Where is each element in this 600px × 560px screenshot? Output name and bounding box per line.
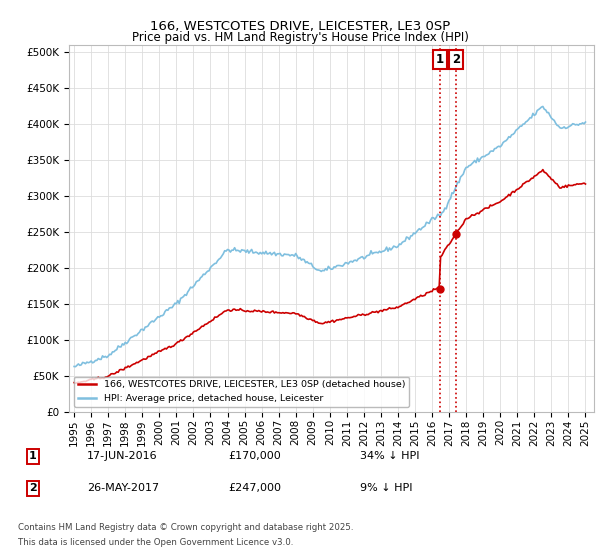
Text: Price paid vs. HM Land Registry's House Price Index (HPI): Price paid vs. HM Land Registry's House … [131,31,469,44]
Text: 34% ↓ HPI: 34% ↓ HPI [360,451,419,461]
Text: 1: 1 [29,451,37,461]
Text: 166, WESTCOTES DRIVE, LEICESTER, LE3 0SP: 166, WESTCOTES DRIVE, LEICESTER, LE3 0SP [150,20,450,32]
Text: 17-JUN-2016: 17-JUN-2016 [87,451,158,461]
Text: 2: 2 [29,483,37,493]
Text: 26-MAY-2017: 26-MAY-2017 [87,483,159,493]
Text: 9% ↓ HPI: 9% ↓ HPI [360,483,413,493]
Text: 1: 1 [436,53,444,66]
Text: £170,000: £170,000 [228,451,281,461]
Text: This data is licensed under the Open Government Licence v3.0.: This data is licensed under the Open Gov… [18,538,293,547]
Legend: 166, WESTCOTES DRIVE, LEICESTER, LE3 0SP (detached house), HPI: Average price, d: 166, WESTCOTES DRIVE, LEICESTER, LE3 0SP… [74,376,409,407]
Text: Contains HM Land Registry data © Crown copyright and database right 2025.: Contains HM Land Registry data © Crown c… [18,523,353,532]
Text: £247,000: £247,000 [228,483,281,493]
Text: 2: 2 [452,53,460,66]
